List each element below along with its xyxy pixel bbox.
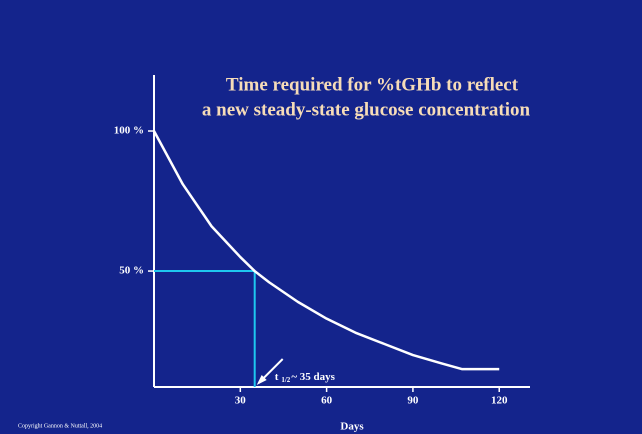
- x-tick-label: 120: [491, 395, 508, 407]
- x-tick-label: 30: [235, 395, 247, 407]
- copyright: Copyright Gannon & Nuttall, 2004: [18, 423, 102, 429]
- y-tick-label: 100 %: [114, 125, 144, 137]
- curve: [152, 130, 500, 371]
- x-tick-label: 60: [321, 395, 333, 407]
- y-tick-label: 50 %: [119, 265, 144, 277]
- annotation-symbol: t: [275, 371, 279, 383]
- chart-title: Time required for %tGHb to reflect: [226, 74, 519, 95]
- chart-title: a new steady-state glucose concentration: [202, 99, 531, 120]
- arrow-head: [256, 375, 267, 385]
- x-tick-label: 90: [407, 395, 419, 407]
- x-axis-label: Days: [340, 421, 364, 433]
- annotation-subscript: 1/2: [281, 376, 290, 384]
- annotation: t 1/2~ 35 days: [275, 371, 336, 384]
- annotation-text: ~ 35 days: [291, 371, 335, 383]
